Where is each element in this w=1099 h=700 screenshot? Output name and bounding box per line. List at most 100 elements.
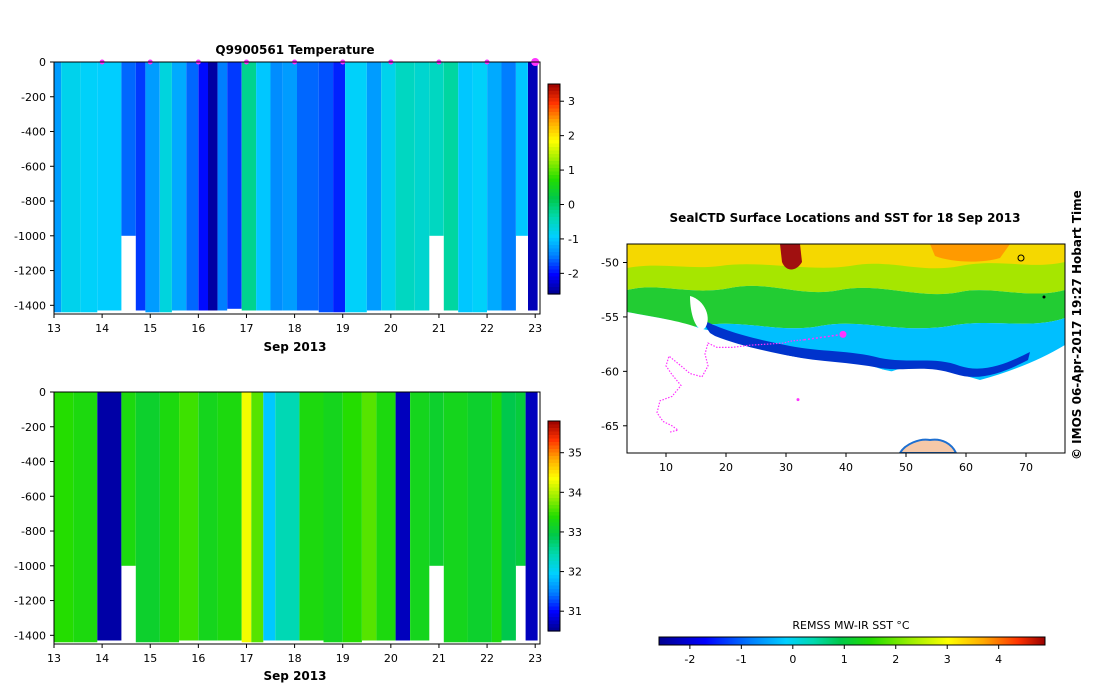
temperature-y-axis: 0 -200 -400 -600 -800 -1000 -1200 -1400 [14, 56, 54, 312]
lon-tick-label: 50 [899, 461, 913, 474]
profile-cell [198, 62, 208, 311]
colorbar-swatch [548, 568, 560, 573]
profile-cell [135, 392, 160, 643]
y-tick-label: -1400 [14, 629, 46, 642]
profile-cell [282, 62, 297, 311]
profile-cell [80, 62, 98, 313]
colorbar-swatch [548, 119, 560, 124]
x-tick-label: 16 [191, 322, 205, 335]
y-tick-label: -1200 [14, 265, 46, 278]
colorbar-swatch [548, 129, 560, 134]
temperature-title: Q9900561 Temperature [215, 43, 374, 57]
colorbar-swatch [548, 561, 560, 566]
lon-tick-label: 60 [959, 461, 973, 474]
colorbar-swatch [548, 287, 560, 292]
colorbar-swatch [548, 449, 560, 454]
y-tick-label: -800 [21, 195, 46, 208]
lat-tick-label: -55 [601, 311, 619, 324]
x-tick-label: 19 [336, 322, 350, 335]
lon-tick-label: 20 [719, 461, 733, 474]
colorbar-swatch [548, 112, 560, 117]
x-tick-label: 20 [384, 322, 398, 335]
colorbar-swatch [548, 283, 560, 288]
profile-cell [491, 392, 502, 643]
salinity-colorbar: 35 34 33 32 31 [547, 420, 582, 632]
track-line [656, 339, 805, 433]
profile-cell [97, 392, 122, 641]
colorbar-tick-label: 1 [568, 164, 575, 177]
colorbar-swatch [548, 466, 560, 471]
x-tick-label: 22 [480, 322, 494, 335]
track-point [796, 398, 800, 402]
profile-cell [515, 392, 526, 566]
profile-cell [376, 392, 396, 641]
colorbar-swatch [548, 431, 560, 436]
sst-colorbar-ticks: -2 -1 0 1 2 3 4 [684, 645, 1002, 666]
profile-cell [263, 392, 276, 641]
imos-credit: © IMOS 06-Apr-2017 19:27 Hobart Time [1070, 190, 1084, 460]
profile-cell [362, 392, 377, 641]
profile-cell [414, 62, 430, 311]
colorbar-swatch [548, 126, 560, 131]
colorbar-swatch [548, 438, 560, 443]
colorbar-swatch [548, 105, 560, 110]
colorbar-tick-label: 32 [568, 566, 582, 579]
colorbar-tick-label: 0 [568, 198, 575, 211]
colorbar-swatch [548, 266, 560, 271]
x-tick-label: 19 [336, 652, 350, 665]
colorbar-swatch [548, 596, 560, 601]
sst-colorbar-label: REMSS MW-IR SST °C [792, 619, 910, 632]
salinity-cells [54, 392, 538, 643]
sst-colorbar-tick-label: -1 [736, 653, 747, 666]
colorbar-swatch [548, 526, 560, 531]
colorbar-swatch [548, 585, 560, 590]
sst-hot-spot [780, 244, 802, 270]
colorbar-frame [547, 420, 561, 632]
profile-cell [525, 392, 538, 641]
colorbar-tick-label: 2 [568, 130, 575, 143]
colorbar-tick-label: 3 [568, 95, 575, 108]
profile-cell [97, 62, 122, 311]
profile-cell [198, 392, 218, 641]
profile-cell [366, 62, 382, 311]
colorbar-tick-label: 33 [568, 526, 582, 539]
colorbar-swatch [548, 199, 560, 204]
profile-cell [121, 392, 136, 566]
profile-cell [217, 62, 228, 311]
colorbar-swatch [548, 603, 560, 608]
colorbar-swatch [548, 206, 560, 211]
colorbar-swatch [548, 529, 560, 534]
sst-map-title: SealCTD Surface Locations and SST for 18… [670, 211, 1021, 225]
sea-ice-region [627, 312, 1065, 453]
x-tick-label: 13 [47, 652, 61, 665]
temperature-colorbar: 3 2 1 0 -1 -2 [547, 83, 579, 295]
x-tick-label: 23 [528, 322, 542, 335]
colorbar-swatch [548, 220, 560, 225]
y-tick-label: -200 [21, 421, 46, 434]
profile-cell [515, 62, 528, 236]
profile-cell [159, 392, 180, 643]
lon-tick-label: 30 [779, 461, 793, 474]
colorbar-swatch [548, 133, 560, 138]
colorbar-swatch [548, 543, 560, 548]
y-tick-label: -600 [21, 160, 46, 173]
colorbar-swatch [548, 424, 560, 429]
temperature-x-label: Sep 2013 [264, 340, 327, 354]
x-tick-label: 21 [432, 652, 446, 665]
colorbar-swatch [548, 428, 560, 433]
colorbar-swatch [548, 512, 560, 517]
current-position-marker [839, 330, 847, 338]
sst-colorbar-tick-label: 2 [892, 653, 899, 666]
colorbar-swatch [548, 606, 560, 611]
colorbar-swatch [548, 231, 560, 236]
colorbar-tick-label: 35 [568, 447, 582, 460]
colorbar-swatch [548, 620, 560, 625]
colorbar-swatch [548, 189, 560, 194]
track-segment [803, 333, 844, 341]
colorbar-swatch [548, 262, 560, 267]
sst-orange-patch [930, 244, 1010, 262]
colorbar-swatch [548, 613, 560, 618]
y-tick-label: -400 [21, 456, 46, 469]
profile-cell [241, 392, 252, 643]
